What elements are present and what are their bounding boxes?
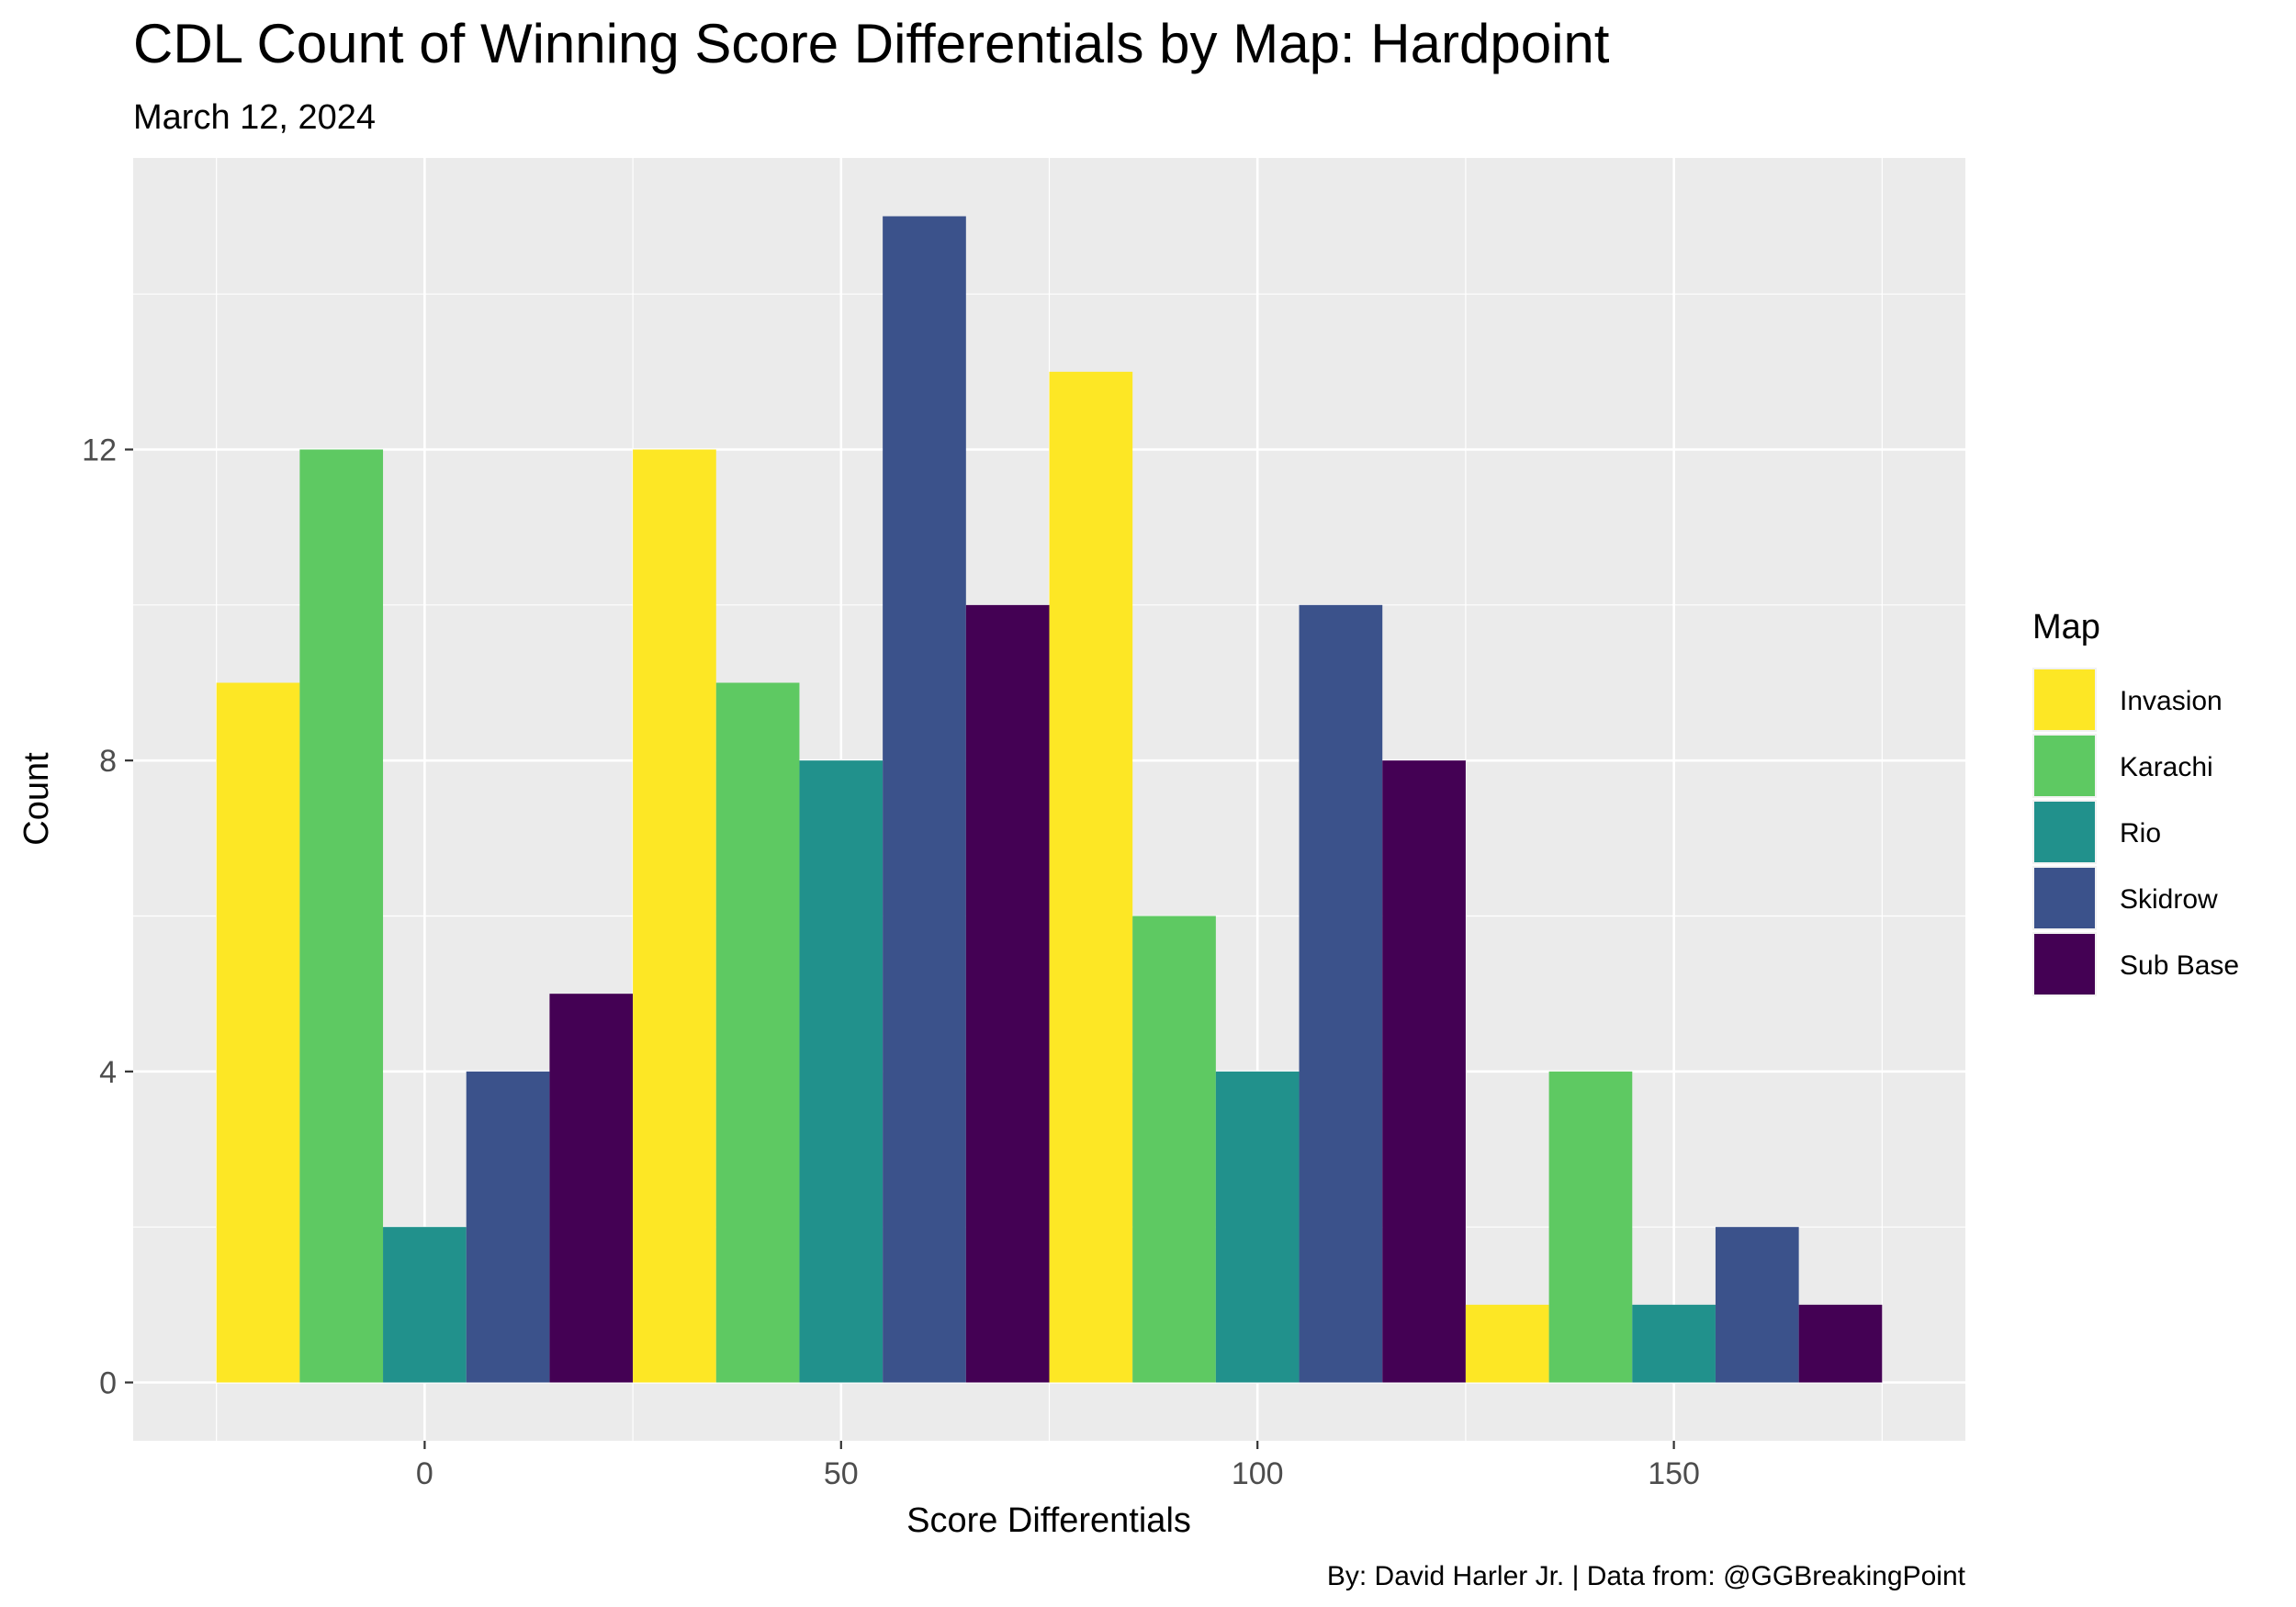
y-tick-label: 4 <box>99 1055 117 1090</box>
x-tick-label: 150 <box>1648 1456 1700 1491</box>
y-tick-label: 0 <box>99 1366 117 1401</box>
legend-swatch-rio <box>2034 802 2095 862</box>
bar-sub-base <box>1798 1304 1883 1383</box>
bar-invasion <box>1465 1304 1549 1383</box>
bars-group <box>216 216 1883 1383</box>
y-axis-title: Count <box>17 752 56 846</box>
legend-label: Invasion <box>2120 686 2223 716</box>
bar-invasion <box>1049 371 1133 1383</box>
x-tick-label: 100 <box>1232 1456 1284 1491</box>
bar-rio <box>383 1227 467 1383</box>
bar-karachi <box>1132 916 1216 1383</box>
bar-karachi <box>299 449 384 1383</box>
y-tick-label: 12 <box>82 433 117 468</box>
bar-rio <box>799 760 884 1383</box>
legend-swatch-invasion <box>2034 669 2095 730</box>
chart-title: CDL Count of Winning Score Differentials… <box>133 13 1610 74</box>
bar-sub-base <box>549 994 634 1383</box>
x-tick-label: 0 <box>416 1456 433 1491</box>
bar-sub-base <box>965 604 1050 1383</box>
legend-label: Sub Base <box>2120 950 2239 981</box>
x-axis-title: Score Differentials <box>906 1501 1191 1540</box>
legend-label: Rio <box>2120 818 2161 848</box>
tick-labels: 0 50 100 150 0 4 8 12 <box>82 433 1700 1492</box>
legend-title: Map <box>2032 608 2100 646</box>
legend-label: Skidrow <box>2120 884 2218 915</box>
bar-invasion <box>633 449 716 1383</box>
y-tick-label: 8 <box>99 744 117 779</box>
legend-swatch-karachi <box>2034 736 2095 796</box>
bar-karachi <box>1548 1071 1633 1383</box>
bar-invasion <box>216 682 300 1383</box>
bar-karachi <box>715 682 800 1383</box>
legend: Map Invasion Karachi Rio Skidrow Sub Base <box>2032 608 2239 996</box>
bar-rio <box>1215 1071 1300 1383</box>
bar-skidrow <box>466 1071 550 1383</box>
bar-skidrow <box>1299 604 1383 1383</box>
bar-skidrow <box>1715 1227 1799 1383</box>
legend-label: Karachi <box>2120 752 2213 782</box>
bar-rio <box>1632 1304 1716 1383</box>
bar-skidrow <box>883 216 966 1383</box>
chart-subtitle: March 12, 2024 <box>133 98 376 137</box>
x-tick-label: 50 <box>824 1456 859 1491</box>
legend-swatch-skidrow <box>2034 868 2095 928</box>
chart-caption: By: David Harler Jr. | Data from: @GGBre… <box>1327 1561 1966 1591</box>
legend-swatch-sub-base <box>2034 934 2095 995</box>
bar-sub-base <box>1382 760 1466 1383</box>
axis-ticks <box>125 448 1675 1449</box>
